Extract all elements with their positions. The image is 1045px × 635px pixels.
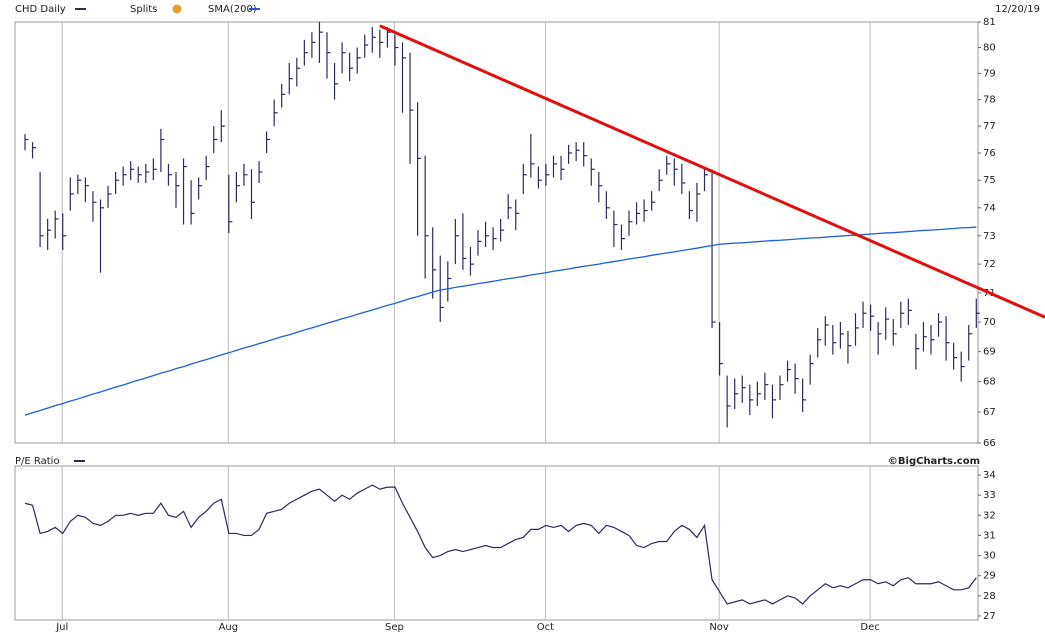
y-tick-label: 34 [983,470,996,481]
trendline [379,24,977,289]
pe-panel [14,465,979,621]
y-tick-label: 75 [983,175,996,186]
x-tick-label: Aug [219,622,239,633]
x-tick-label: Jul [55,622,68,633]
x-tick-label: Dec [860,622,879,633]
price-panel [14,21,979,444]
x-tick-label: Oct [537,622,554,633]
y-tick-label: 72 [983,259,996,270]
splits-icon [172,4,182,14]
credit: ©BigCharts.com [888,456,980,467]
y-tick-label: 30 [983,551,996,562]
y-tick-label: 69 [983,347,996,358]
pe-title: P/E Ratio [15,456,60,467]
y-tick-label: 80 [983,43,996,54]
legend-splits: Splits [130,4,157,15]
y-tick-label: 74 [983,203,996,214]
x-tick-label: Nov [709,622,729,633]
y-tick-label: 67 [983,407,996,418]
y-tick-label: 33 [983,490,996,501]
y-tick-label: 32 [983,510,996,521]
x-tick-label: Sep [385,622,404,633]
pe-line [24,484,977,605]
sma-line [24,226,977,416]
y-tick-label: 78 [983,95,996,106]
chart-date: 12/20/19 [995,4,1040,15]
trendline-extension [975,285,1045,319]
y-tick-label: 77 [983,121,996,132]
legend-sma: SMA(200) [208,4,257,15]
y-tick-label: 31 [983,530,996,541]
y-tick-label: 29 [983,571,996,582]
y-tick-label: 28 [983,591,996,602]
y-tick-label: 81 [983,17,996,28]
y-tick-label: 73 [983,231,996,242]
y-tick-label: 76 [983,148,996,159]
y-tick-label: 27 [983,611,996,622]
y-tick-label: 66 [983,438,996,449]
y-tick-label: 68 [983,377,996,388]
y-tick-label: 70 [983,317,996,328]
legend-price: CHD Daily [15,4,66,15]
y-tick-label: 79 [983,68,996,79]
